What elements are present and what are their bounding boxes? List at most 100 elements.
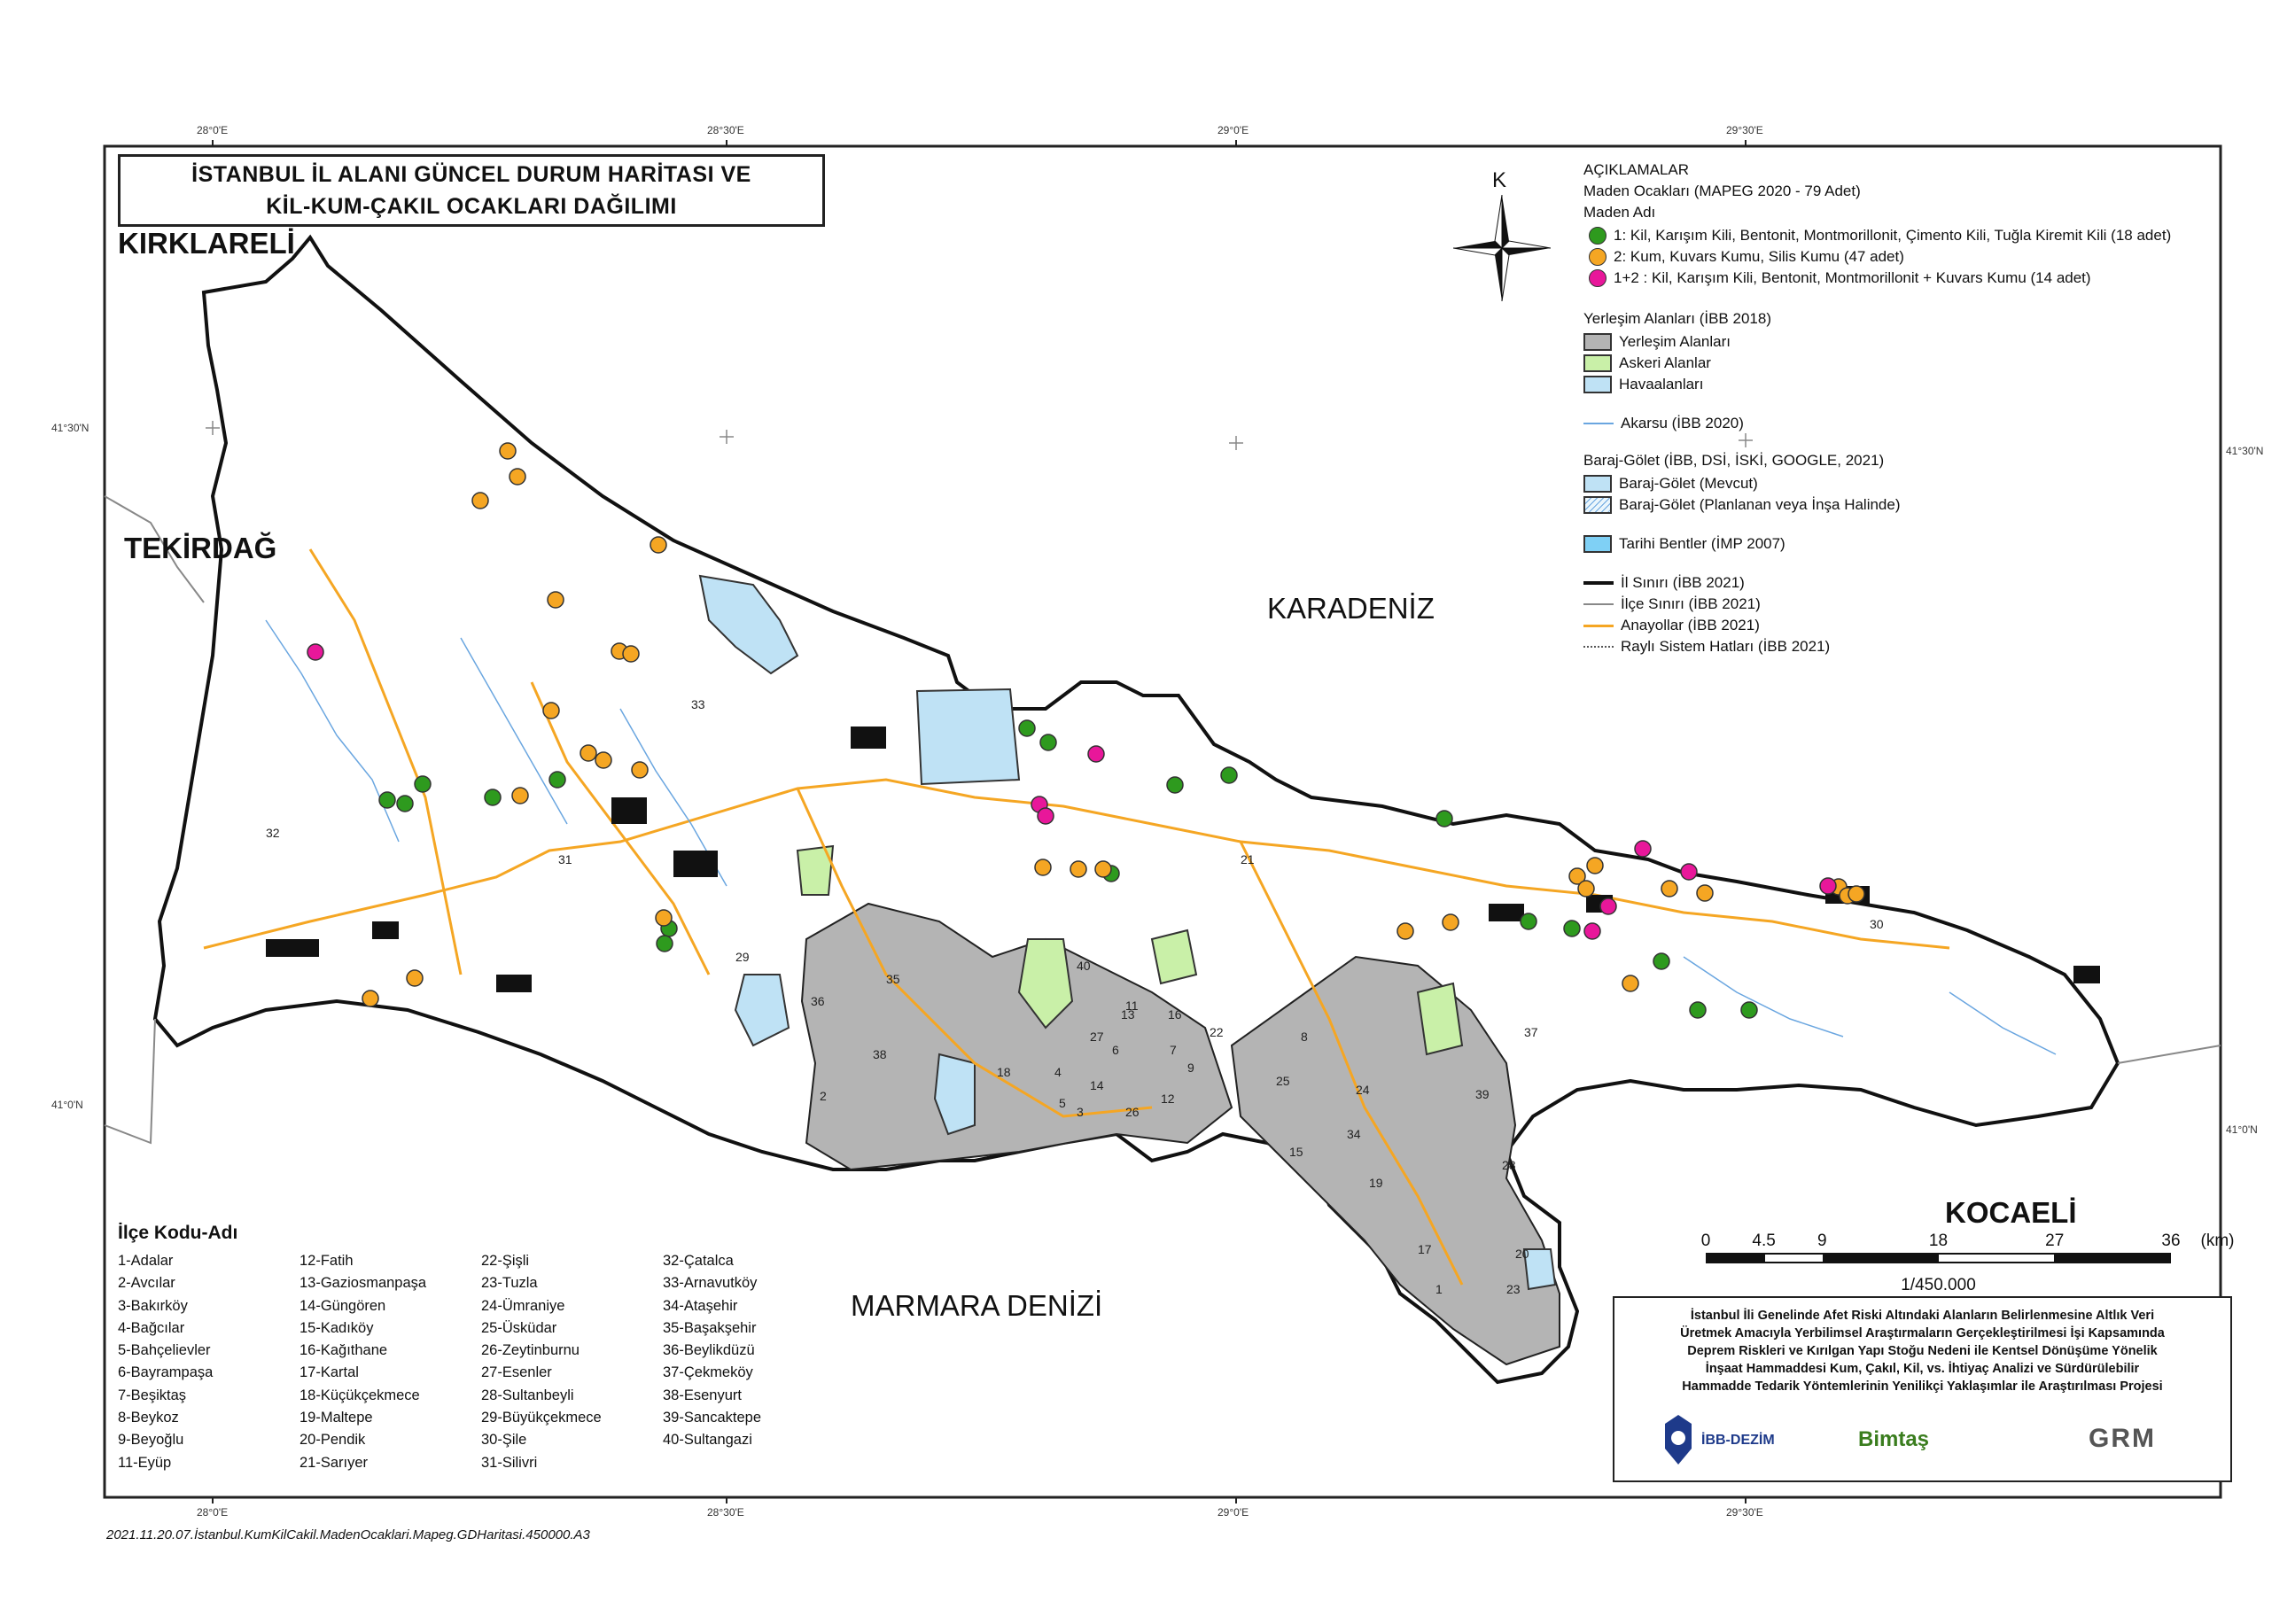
district-code-label: 15 (1289, 1145, 1303, 1159)
district-item: 12-Fatih (300, 1253, 354, 1269)
mine-point (1442, 913, 1459, 931)
scale-tick-1: 4.5 (1752, 1232, 1776, 1250)
district-code-label: 28 (1502, 1158, 1516, 1172)
mine-point (362, 990, 379, 1007)
district-item: 27-Esenler (481, 1364, 552, 1381)
mine-point (1680, 863, 1698, 881)
mine-point (1018, 719, 1036, 737)
title-line-2: KİL-KUM-ÇAKIL OCAKLARI DAĞILIMI (266, 194, 677, 219)
district-code-label: 33 (691, 697, 705, 711)
legend-historic: Tarihi Bentler (İMP 2007) (1583, 533, 2230, 555)
mine-point (1220, 766, 1238, 784)
dam-planned-swatch-icon (1583, 496, 1612, 514)
grid-crosses (206, 421, 1753, 450)
district-code-label: 23 (1506, 1282, 1521, 1296)
district-item: 40-Sultangazi (663, 1432, 752, 1449)
district-item: 6-Bayrampaşa (118, 1364, 214, 1381)
district-item: 16-Kağıthane (300, 1342, 388, 1359)
coord-bottom-4: 29°30'E (1726, 1506, 1763, 1519)
scale-tick-3: 18 (1928, 1232, 1949, 1250)
district-code-label: 37 (1524, 1025, 1538, 1039)
district-item: 24-Ümraniye (481, 1297, 565, 1314)
district-code-label: 32 (266, 826, 280, 840)
mine-point (1094, 860, 1112, 878)
main-roads (203, 548, 1950, 1286)
district-code-label: 13 (1121, 1007, 1135, 1022)
legend-dam-1: Baraj-Gölet (Mevcut) (1583, 473, 2230, 494)
district-item: 37-Çekmeköy (663, 1364, 753, 1381)
district-code-label: 19 (1369, 1176, 1383, 1190)
region-marmara: MARMARA DENİZİ (851, 1289, 1103, 1322)
legend-line-3: Anayollar (İBB 2021) (1583, 615, 2230, 636)
coord-right-1: 41°30'N (2226, 445, 2264, 457)
district-item: 28-Sultanbeyli (481, 1387, 574, 1403)
orange-dot-icon (1589, 248, 1606, 266)
district-code-label: 6 (1112, 1043, 1119, 1057)
mine-point (1568, 867, 1586, 885)
district-item: 20-Pendik (300, 1432, 366, 1449)
north-label: K (1492, 168, 1507, 192)
legend-mine-3: 1+2 : Kil, Karışım Kili, Bentonit, Montm… (1583, 268, 2230, 289)
district-code-label: 36 (811, 994, 825, 1008)
mine-point (1583, 922, 1601, 940)
settlement-swatch-icon (1583, 333, 1612, 351)
district-code-label: 4 (1054, 1065, 1062, 1079)
frame-ticks (212, 140, 1747, 1504)
district-code-label: 3 (1077, 1105, 1084, 1119)
district-list: İlçe Kodu-Adı 1-Adalar 2-Avcılar 3-Bakırkö… (118, 1223, 844, 1477)
legend-line-4: Raylı Sistem Hatları (İBB 2021) (1583, 636, 2230, 657)
scale-bar: 0 4.5 9 18 27 36 (km) 1/450.000 (1701, 1232, 2235, 1295)
ibb-emblem-icon (1665, 1415, 1692, 1465)
district-item: 2-Avcılar (118, 1275, 175, 1292)
district-code-label: 5 (1059, 1096, 1066, 1110)
legend-mine-2: 2: Kum, Kuvars Kumu, Silis Kumu (47 adet… (1583, 246, 2230, 268)
district-code-label: 40 (1077, 959, 1091, 973)
mine-point (1661, 880, 1678, 897)
mine-point (1740, 1001, 1758, 1019)
district-column: 22-Şişli 23-Tuzla 24-Ümraniye 25-Üsküdar 26-… (481, 1253, 663, 1477)
mine-point (547, 591, 564, 609)
mine-point (1848, 885, 1865, 903)
district-item: 33-Arnavutköy (663, 1275, 758, 1292)
mine-point (548, 771, 566, 789)
district-border-icon (1583, 603, 1614, 605)
logo-ibb-dezim: İBB-DEZİM (1701, 1433, 1775, 1448)
district-item: 9-Beyoğlu (118, 1432, 184, 1449)
district-code-label: 27 (1090, 1030, 1104, 1044)
legend-settlement-title: Yerleşim Alanları (İBB 2018) (1583, 310, 1771, 327)
district-item: 8-Beykoz (118, 1410, 179, 1426)
mine-point (396, 795, 414, 812)
mine-point (656, 935, 673, 952)
district-code-label: 12 (1161, 1092, 1175, 1106)
coord-top-1: 28°0'E (197, 124, 229, 136)
district-code-label: 38 (873, 1047, 887, 1061)
mine-point (509, 468, 526, 486)
district-code-label: 35 (886, 972, 900, 986)
region-kirklareli: KIRKLARELİ (118, 227, 295, 260)
district-column: 12-Fatih 13-Gaziosmanpaşa 14-Güngören 15-Ka… (300, 1253, 481, 1477)
district-column: 32-Çatalca 33-Arnavutköy 34-Ataşehir 35-Baş… (663, 1253, 844, 1477)
coord-left-2: 41°0'N (51, 1099, 83, 1111)
district-item: 36-Beylikdüzü (663, 1342, 755, 1359)
district-code-label: 7 (1170, 1043, 1177, 1057)
historic-dam-swatch-icon (1583, 535, 1612, 553)
airport-swatch-icon (1583, 376, 1612, 393)
region-karadeniz: KARADENİZ (1267, 592, 1435, 625)
coord-left-1: 41°30'N (51, 422, 89, 434)
mine-point (1563, 920, 1581, 937)
mine-point (1634, 840, 1652, 858)
district-code-label: 1 (1435, 1282, 1443, 1296)
mine-point (1696, 884, 1714, 902)
district-item: 19-Maltepe (300, 1410, 373, 1426)
mine-point (511, 787, 529, 804)
legend-mines-title: Maden Ocakları (MAPEG 2020 - 79 Adet) (1583, 183, 1861, 199)
mine-point (1166, 776, 1184, 794)
mine-point (1689, 1001, 1707, 1019)
mine-point (1819, 877, 1837, 895)
district-item: 17-Kartal (300, 1364, 359, 1381)
legend-dam-title: Baraj-Gölet (İBB, DSİ, İSKİ, GOOGLE, 202… (1583, 452, 1885, 469)
mine-point (622, 645, 640, 663)
district-item: 5-Bahçelievler (118, 1342, 211, 1359)
district-item: 29-Büyükçekmece (481, 1410, 602, 1426)
scale-ratio: 1/450.000 (1901, 1276, 1976, 1294)
